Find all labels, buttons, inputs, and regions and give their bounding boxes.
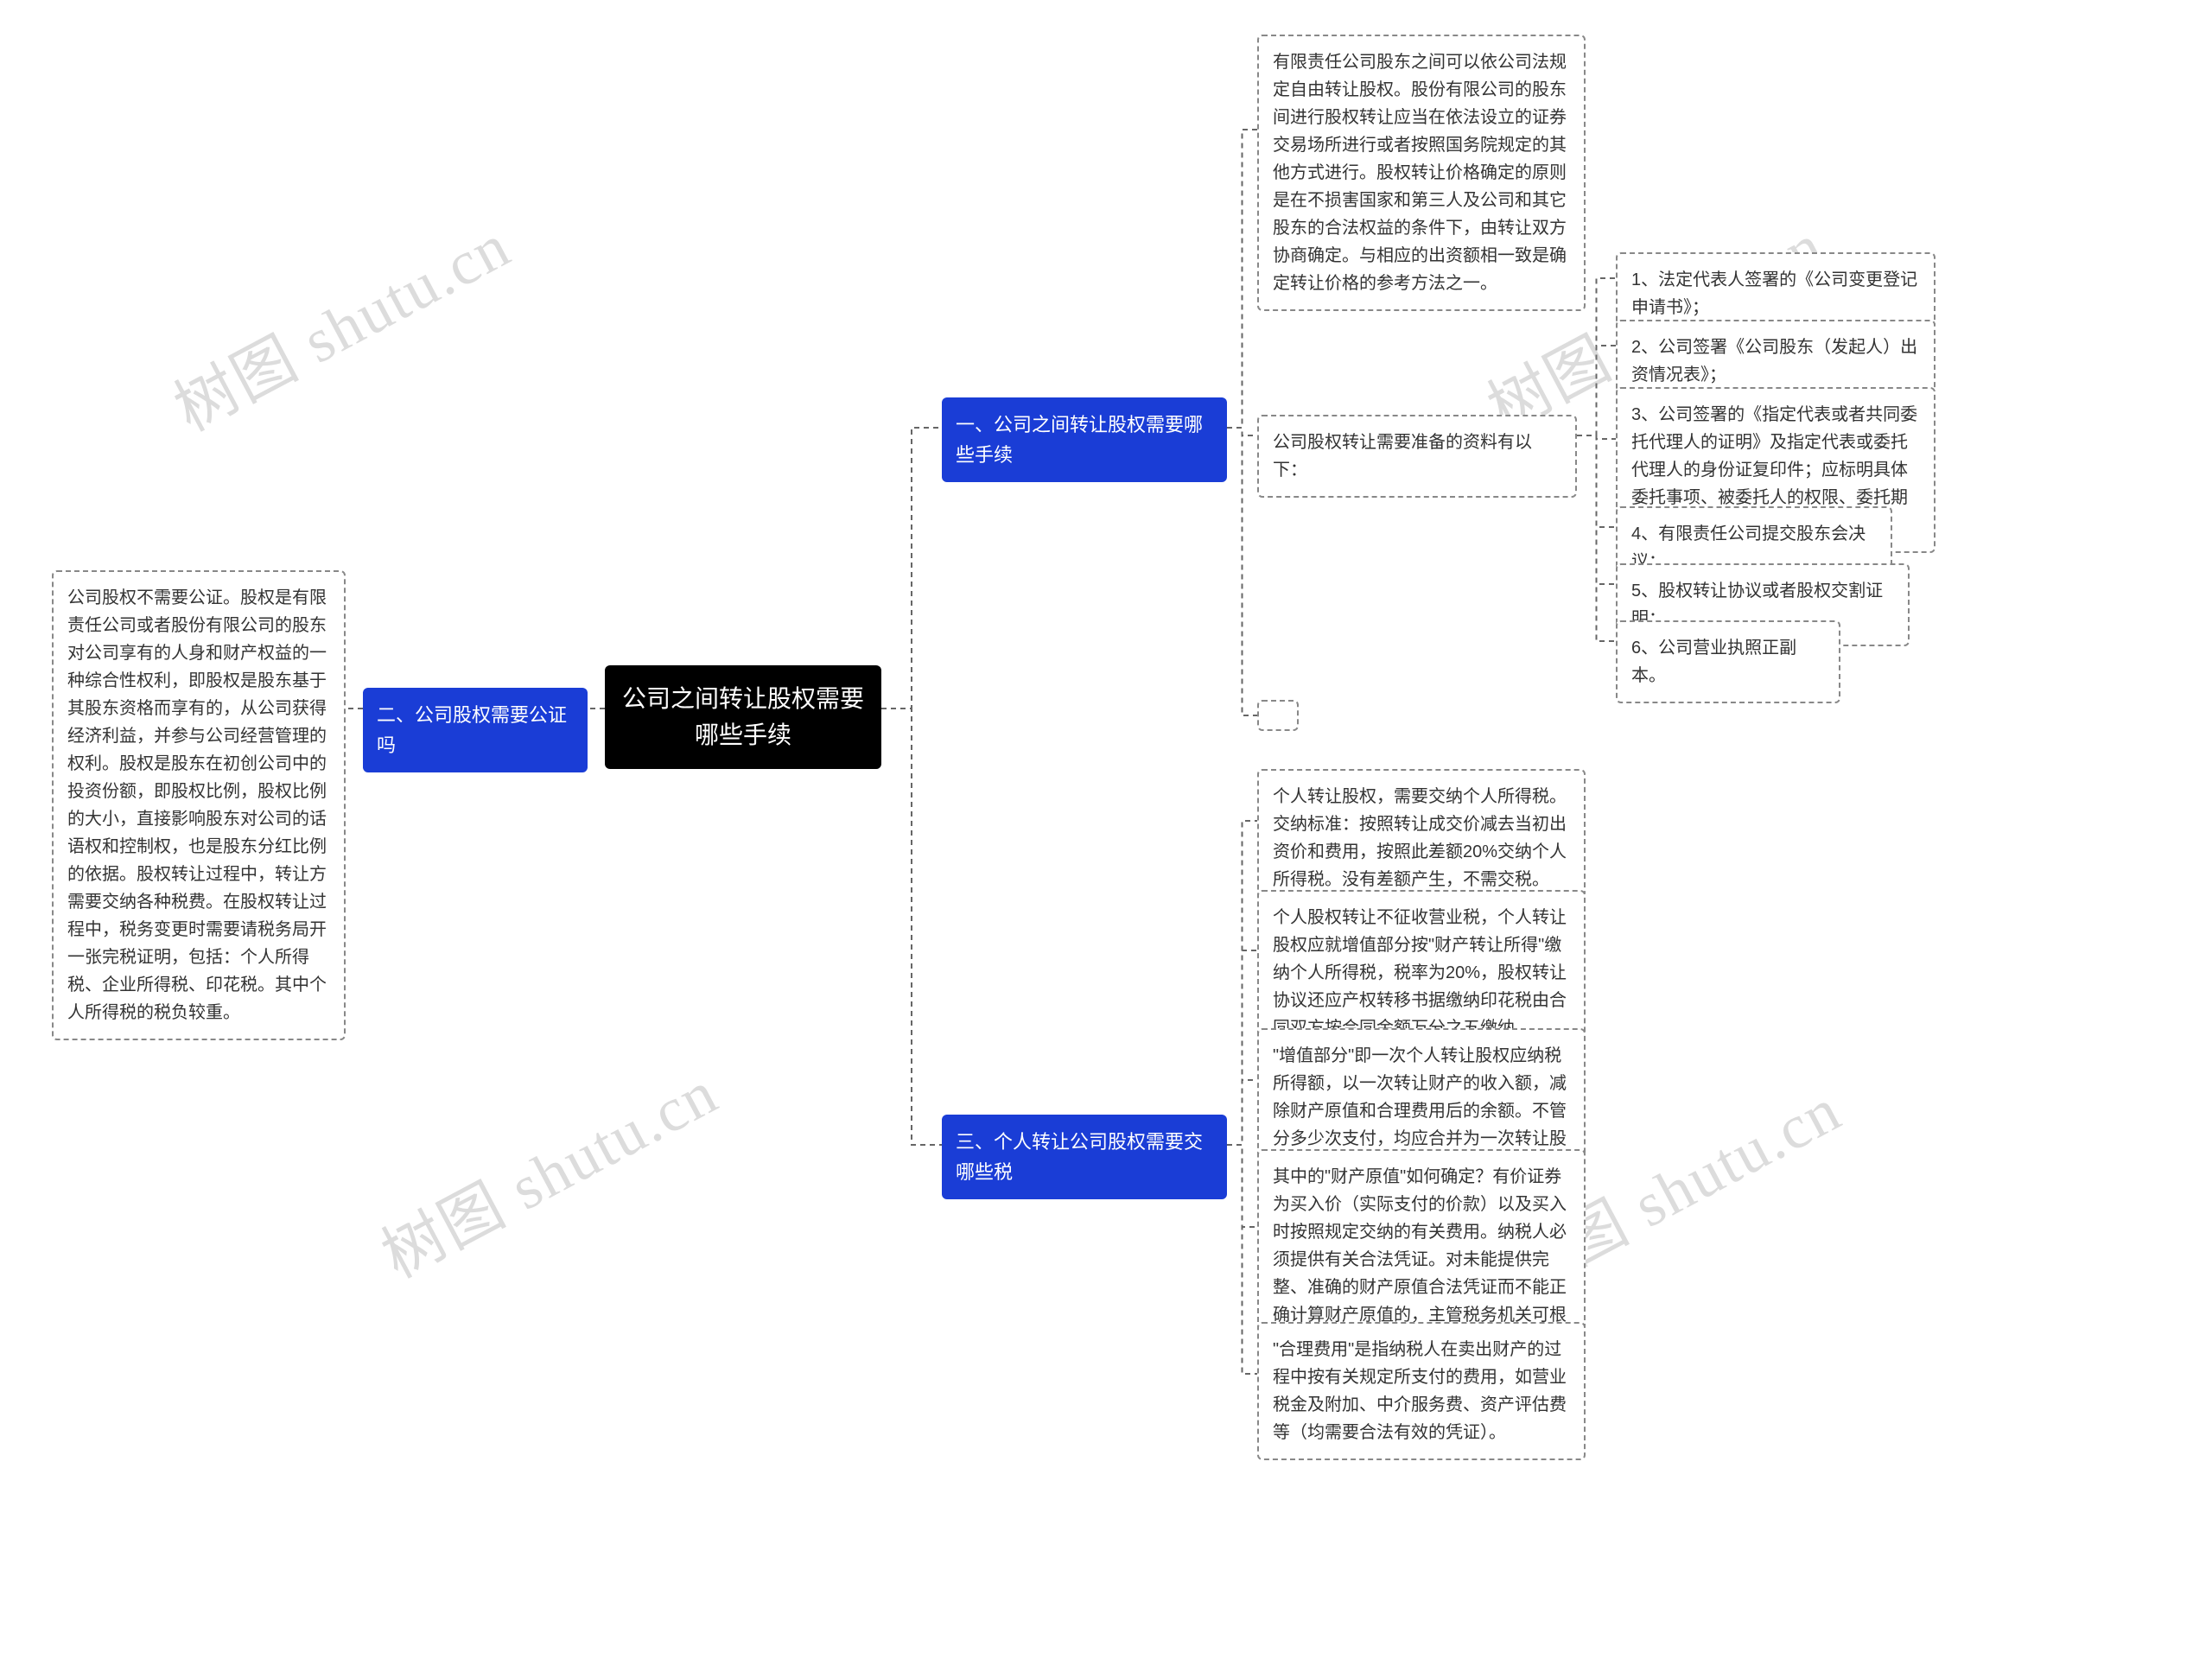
watermark: 树图 shutu.cn bbox=[156, 195, 523, 448]
leaf-section-1-empty bbox=[1257, 700, 1299, 731]
leaf-section-3-a: 个人转让股权，需要交纳个人所得税。交纳标准：按照转让成交价减去当初出资价和费用，… bbox=[1257, 769, 1586, 907]
leaf-section-3-e: "合理费用"是指纳税人在卖出财产的过程中按有关规定所支付的费用，如营业税金及附加… bbox=[1257, 1322, 1586, 1460]
leaf-doc-6: 6、公司营业执照正副本。 bbox=[1616, 620, 1840, 703]
leaf-section-1-b: 公司股权转让需要准备的资料有以下： bbox=[1257, 415, 1577, 498]
leaf-section-1-a: 有限责任公司股东之间可以依公司法规定自由转让股权。股份有限公司的股东间进行股权转… bbox=[1257, 35, 1586, 311]
leaf-section-2-content: 公司股权不需要公证。股权是有限责任公司或者股份有限公司的股东对公司享有的人身和财… bbox=[52, 570, 346, 1040]
mindmap-root: 公司之间转让股权需要哪些手续 bbox=[605, 665, 881, 769]
watermark: 树图 shutu.cn bbox=[363, 1042, 730, 1295]
branch-section-2: 二、公司股权需要公证吗 bbox=[363, 688, 588, 772]
branch-section-3: 三、个人转让公司股权需要交哪些税 bbox=[942, 1115, 1227, 1199]
branch-section-1: 一、公司之间转让股权需要哪些手续 bbox=[942, 397, 1227, 482]
